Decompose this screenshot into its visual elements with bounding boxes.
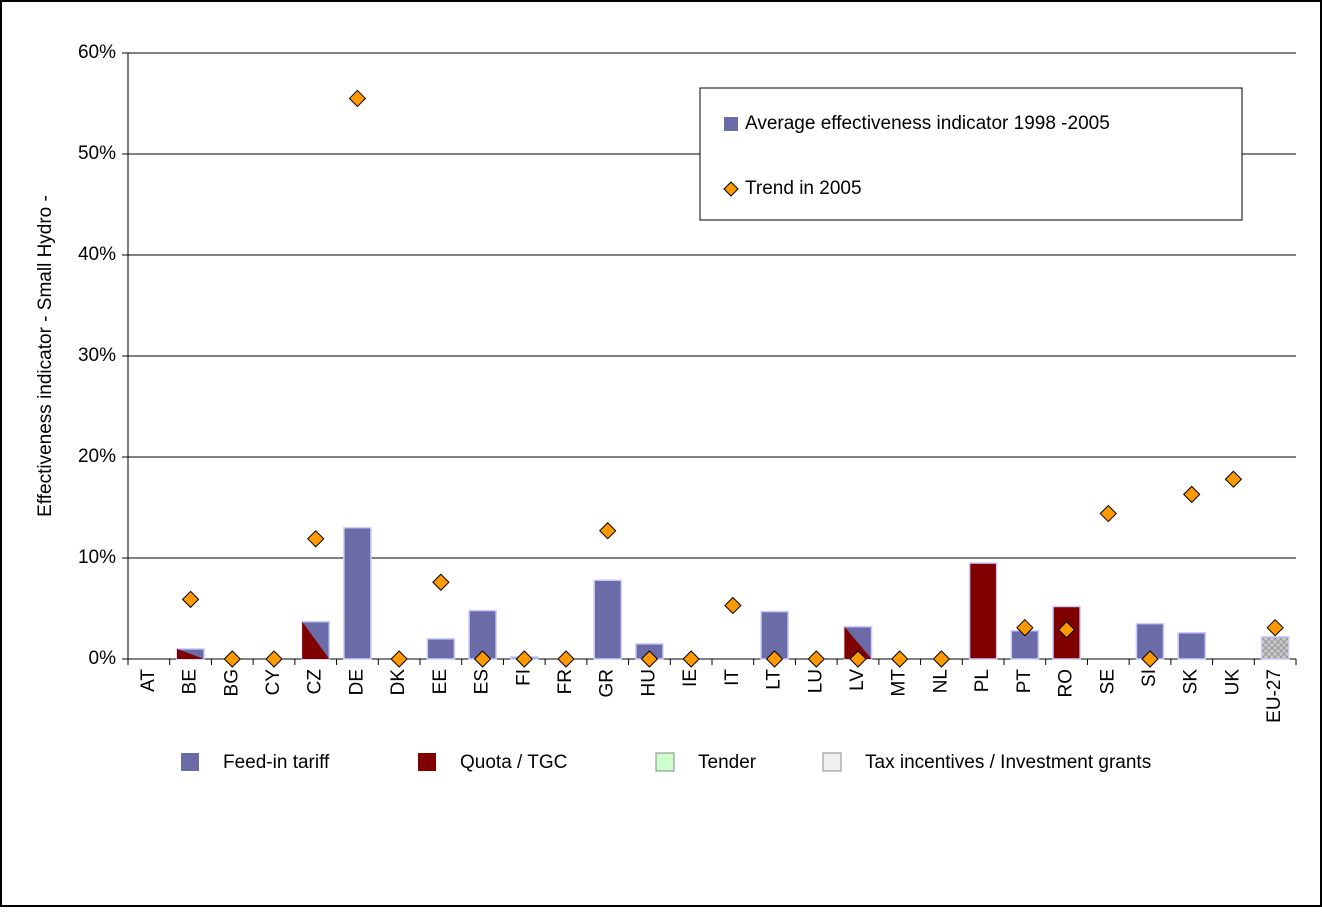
instrument-swatch: [181, 753, 199, 771]
y-tick-label: 60%: [78, 42, 116, 63]
trend-marker: [765, 650, 784, 668]
bar: [1052, 605, 1081, 660]
y-axis-label: Effectiveness indicator - Small Hydro -: [35, 195, 56, 517]
trend-marker: [724, 596, 742, 615]
x-tick-label: GR: [597, 669, 618, 698]
bar-split: [177, 648, 205, 659]
x-tick-label: CY: [263, 669, 284, 696]
trend-marker: [807, 650, 825, 668]
y-tick-label: 20%: [78, 446, 116, 467]
trend-marker: [1099, 504, 1117, 523]
trend-marker: [1057, 621, 1076, 639]
x-tick-label: MT: [889, 669, 910, 697]
x-tick-label: LT: [764, 669, 785, 690]
x-tick-label: HU: [638, 669, 659, 696]
trend-marker: [390, 650, 408, 668]
x-tick-label: SK: [1181, 669, 1202, 695]
x-tick-label: EE: [430, 669, 451, 694]
trend-marker: [682, 650, 700, 668]
x-tick-label: BE: [180, 669, 201, 694]
trend-marker: [1224, 470, 1243, 488]
trend-marker: [557, 650, 575, 668]
x-tick-label: SE: [1097, 669, 1118, 694]
x-tick-label: DK: [388, 669, 409, 696]
y-tick-label: 0%: [89, 648, 117, 669]
trend-marker: [1266, 618, 1284, 637]
trend-marker: [432, 573, 450, 591]
x-tick-label: PL: [972, 669, 993, 692]
trend-marker: [640, 650, 659, 668]
bar-split: [302, 621, 330, 659]
legend-swatch: [723, 181, 739, 197]
trend-marker: [1141, 650, 1159, 668]
trend-marker: [265, 650, 283, 668]
trend-marker: [307, 530, 325, 548]
x-tick-label: IE: [680, 669, 701, 687]
instrument-swatch: [822, 752, 842, 772]
instrument-label: Tax incentives / Investment grants: [865, 752, 1151, 773]
trend-marker: [1183, 485, 1201, 504]
bar: [593, 579, 623, 660]
x-tick-label: RO: [1056, 669, 1077, 698]
trend-marker: [473, 650, 492, 668]
x-tick-label: FR: [555, 669, 576, 694]
trend-marker: [932, 650, 951, 668]
x-tick-label: LV: [847, 669, 868, 691]
x-tick-label: AT: [138, 669, 159, 692]
bar: [1177, 631, 1207, 660]
x-tick-label: LU: [805, 669, 826, 693]
x-tick-label: DE: [346, 669, 367, 695]
x-tick-label: SI: [1139, 669, 1160, 687]
legend-label: Trend in 2005: [745, 178, 862, 199]
legend-swatch: [724, 117, 738, 131]
trend-marker: [1016, 618, 1034, 637]
x-tick-label: ES: [472, 669, 493, 694]
bar: [426, 638, 456, 660]
instrument-label: Feed-in tariff: [223, 752, 330, 773]
legend-box: [699, 87, 1243, 221]
y-tick-label: 30%: [78, 345, 116, 366]
x-tick-label: FI: [513, 669, 534, 686]
trend-marker: [849, 650, 867, 668]
trend-marker: [599, 522, 617, 540]
x-tick-label: PT: [1014, 669, 1035, 694]
x-tick-label: NL: [930, 669, 951, 693]
bar: [968, 562, 998, 660]
x-tick-label: BG: [221, 669, 242, 696]
instrument-label: Quota / TGC: [460, 752, 567, 773]
bar: [343, 526, 372, 660]
legend-label: Average effectiveness indicator 1998 -20…: [745, 113, 1110, 134]
trend-marker: [223, 650, 241, 668]
y-tick-label: 50%: [78, 143, 116, 164]
instrument-swatch: [655, 752, 675, 772]
trend-marker: [181, 590, 200, 609]
bar-split: [844, 626, 872, 659]
trend-marker: [348, 89, 367, 108]
instrument-swatch: [418, 753, 436, 771]
instrument-label: Tender: [698, 752, 757, 773]
x-tick-label: CZ: [305, 669, 326, 695]
bar: [1260, 636, 1290, 660]
x-tick-label: UK: [1222, 669, 1243, 696]
trend-marker: [891, 650, 909, 668]
x-tick-label: IT: [722, 669, 743, 686]
y-tick-label: 10%: [78, 547, 116, 568]
x-tick-label: EU-27: [1264, 669, 1285, 723]
trend-marker: [515, 650, 533, 668]
y-tick-label: 40%: [78, 244, 116, 265]
